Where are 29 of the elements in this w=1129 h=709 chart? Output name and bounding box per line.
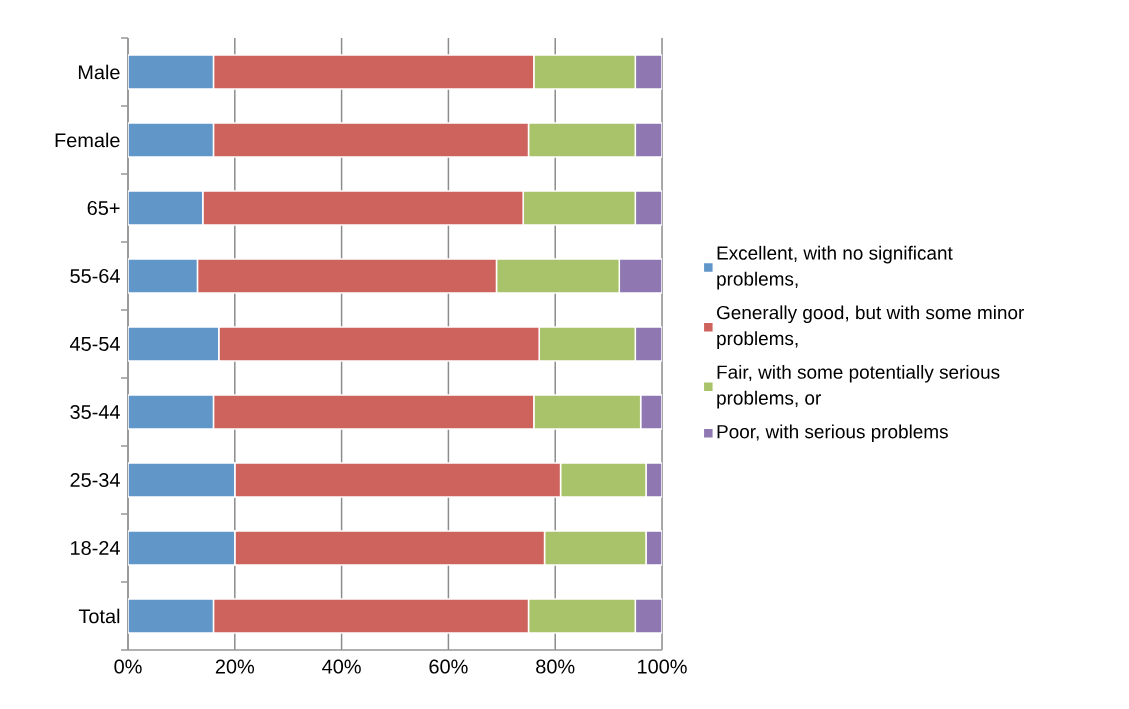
bar [128, 462, 236, 498]
bar [618, 258, 663, 294]
bar [128, 598, 215, 634]
y-tick-label: Male [78, 64, 120, 80]
legend-label: Generally good, but with some minor problems, [717, 305, 1024, 349]
x-tick-label: 20% [215, 659, 255, 674]
y-tick-label: 55-64 [70, 268, 120, 284]
legend-label: Poor, with serious problems [717, 424, 948, 443]
bar [128, 54, 215, 90]
x-tick-label: 80% [536, 659, 575, 674]
x-tick-label: 0% [114, 659, 142, 674]
x-tick-label: 40% [322, 659, 361, 674]
y-tick-label: 35-44 [70, 404, 120, 420]
bar [128, 258, 199, 294]
bar [128, 326, 220, 362]
y-tick-label: Female [55, 132, 120, 148]
legend-label: Excellent, with no significant problems, [717, 245, 953, 290]
bar [128, 394, 215, 430]
y-tick-label: 45-54 [69, 337, 120, 351]
y-tick-label: 25-34 [70, 472, 120, 488]
bar [128, 530, 236, 566]
legend-label: Fair, with some potentially serious problems, or [717, 364, 1000, 409]
y-tick-label: 18-24 [71, 540, 120, 556]
bar [128, 122, 215, 158]
x-tick-label: 60% [429, 659, 468, 674]
y-tick-label: 65+ [87, 200, 120, 216]
x-tick-label: 100% [638, 659, 687, 674]
bar [128, 190, 204, 226]
y-tick-label: Total [78, 608, 120, 624]
